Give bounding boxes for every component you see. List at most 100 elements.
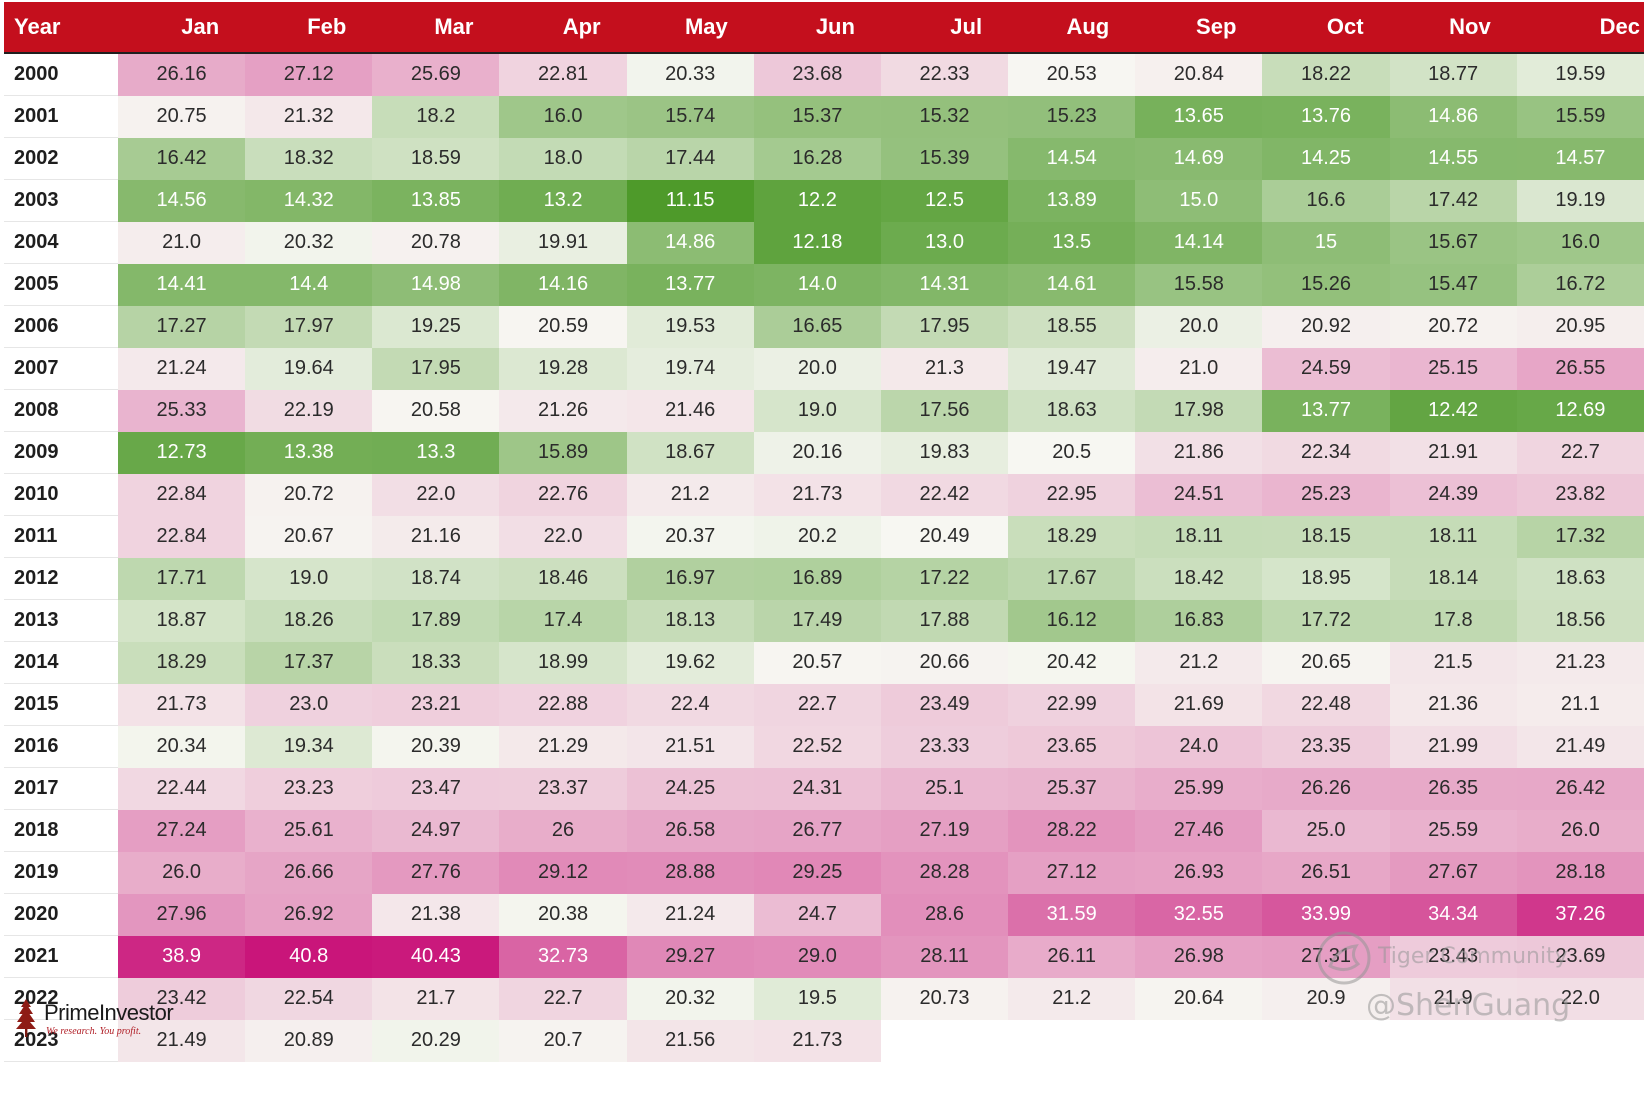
heatmap-cell: 23.68 bbox=[753, 53, 881, 96]
heatmap-cell: 20.0 bbox=[1135, 305, 1263, 348]
heatmap-cell: 21.2 bbox=[626, 473, 754, 516]
heatmap-cell: 26.11 bbox=[1008, 935, 1136, 978]
heatmap-cell: 17.95 bbox=[880, 305, 1009, 348]
heatmap-cell: 18.15 bbox=[1262, 515, 1390, 558]
heatmap-cell: 19.91 bbox=[499, 221, 627, 264]
column-header-nov: Nov bbox=[1389, 2, 1517, 54]
heatmap-cell: 21.1 bbox=[1516, 683, 1644, 726]
heatmap-cell: 16.97 bbox=[626, 557, 754, 600]
table-row: 2001 20.75 21.32 18.2 16.0 15.74 15.37 15.32 15.… bbox=[4, 95, 1644, 138]
year-label: 2005 bbox=[4, 263, 118, 306]
table-row: 2017 22.44 23.23 23.47 23.37 24.25 24.31 25.1 25… bbox=[4, 767, 1644, 810]
heatmap-cell: 21.32 bbox=[245, 95, 373, 138]
heatmap-cell: 16.12 bbox=[1008, 599, 1136, 642]
table-body: 2000 26.16 27.12 25.69 22.81 20.33 23.68 22.33 2… bbox=[4, 53, 1644, 1062]
heatmap-cell: 29.0 bbox=[753, 935, 881, 978]
heatmap-cell: 19.5 bbox=[753, 977, 881, 1020]
heatmap-cell: 25.1 bbox=[880, 767, 1009, 810]
heatmap-cell: 14.0 bbox=[753, 263, 881, 306]
heatmap-cell: 25.69 bbox=[372, 53, 500, 96]
heatmap-cell: 14.25 bbox=[1262, 137, 1390, 180]
heatmap-cell: 23.37 bbox=[499, 767, 627, 810]
heatmap-cell: 18.63 bbox=[1008, 389, 1136, 432]
year-label: 2008 bbox=[4, 389, 118, 432]
heatmap-cell: 21.0 bbox=[118, 221, 246, 264]
heatmap-cell: 18.14 bbox=[1389, 557, 1517, 600]
heatmap-cell: 23.23 bbox=[245, 767, 373, 810]
heatmap-cell: 20.34 bbox=[118, 725, 246, 768]
heatmap-cell: 21.46 bbox=[626, 389, 754, 432]
heatmap-cell: 26.42 bbox=[1516, 767, 1644, 810]
heatmap-cell: 20.53 bbox=[1008, 53, 1136, 96]
heatmap-cell: 22.54 bbox=[245, 977, 373, 1020]
heatmap-cell: 13.38 bbox=[245, 431, 373, 474]
table-row: 2016 20.34 19.34 20.39 21.29 21.51 22.52 23.33 2… bbox=[4, 725, 1644, 768]
column-header-jan: Jan bbox=[118, 2, 246, 54]
heatmap-cell: 21.73 bbox=[753, 473, 881, 516]
heatmap-cell: 19.59 bbox=[1516, 53, 1644, 96]
heatmap-cell: 16.0 bbox=[499, 95, 627, 138]
year-label: 2006 bbox=[4, 305, 118, 348]
heatmap-cell: 25.61 bbox=[245, 809, 373, 852]
heatmap-cell: 15.39 bbox=[880, 137, 1009, 180]
heatmap-cell: 17.42 bbox=[1389, 179, 1517, 222]
heatmap-cell: 18.55 bbox=[1008, 305, 1136, 348]
heatmap-cell: 20.9 bbox=[1262, 977, 1390, 1020]
heatmap-cell: 12.18 bbox=[753, 221, 881, 264]
heatmap-cell: 17.37 bbox=[245, 641, 373, 684]
heatmap-cell: 17.27 bbox=[118, 305, 246, 348]
heatmap-cell: 16.89 bbox=[753, 557, 881, 600]
heatmap-cell: 22.52 bbox=[753, 725, 881, 768]
table-row: 2019 26.0 26.66 27.76 29.12 28.88 29.25 28.28 27… bbox=[4, 851, 1644, 894]
heatmap-cell: 15.74 bbox=[626, 95, 754, 138]
heatmap-cell: 13.85 bbox=[372, 179, 500, 222]
table-row: 2021 38.9 40.8 40.43 32.73 29.27 29.0 28.11 26.1… bbox=[4, 935, 1644, 978]
heatmap-cell: 21.24 bbox=[118, 347, 246, 390]
heatmap-cell: 27.96 bbox=[118, 893, 246, 936]
heatmap-cell: 21.49 bbox=[1516, 725, 1644, 768]
heatmap-cell: 25.15 bbox=[1389, 347, 1517, 390]
heatmap-cell: 17.97 bbox=[245, 305, 373, 348]
heatmap-cell: 22.0 bbox=[1516, 977, 1644, 1020]
column-header-mar: Mar bbox=[372, 2, 500, 54]
heatmap-cell: 25.59 bbox=[1389, 809, 1517, 852]
heatmap-cell: 14.57 bbox=[1516, 137, 1644, 180]
heatmap-cell: 14.16 bbox=[499, 263, 627, 306]
heatmap-cell: 27.76 bbox=[372, 851, 500, 894]
heatmap-cell: 21.29 bbox=[499, 725, 627, 768]
heatmap-cell: 20.75 bbox=[118, 95, 246, 138]
heatmap-cell: 18.59 bbox=[372, 137, 500, 180]
heatmap-cell: 15.32 bbox=[880, 95, 1009, 138]
heatmap-cell: 21.7 bbox=[372, 977, 500, 1020]
heatmap-cell: 16.65 bbox=[753, 305, 881, 348]
heatmap-cell: 19.83 bbox=[880, 431, 1009, 474]
year-label: 2004 bbox=[4, 221, 118, 264]
column-header-sep: Sep bbox=[1135, 2, 1263, 54]
heatmap-cell: 21.73 bbox=[753, 1019, 881, 1062]
heatmap-cell: 21.91 bbox=[1389, 431, 1517, 474]
heatmap-cell: 20.64 bbox=[1135, 977, 1263, 1020]
heatmap-cell: 21.9 bbox=[1389, 977, 1517, 1020]
heatmap-cell: 20.2 bbox=[753, 515, 881, 558]
column-header-may: May bbox=[626, 2, 754, 54]
heatmap-cell: 19.19 bbox=[1516, 179, 1644, 222]
heatmap-cell: 22.84 bbox=[118, 473, 246, 516]
heatmap-cell: 21.0 bbox=[1135, 347, 1263, 390]
heatmap-cell: 13.77 bbox=[626, 263, 754, 306]
heatmap-cell: 14.56 bbox=[118, 179, 246, 222]
heatmap-cell: 19.34 bbox=[245, 725, 373, 768]
heatmap-cell: 20.84 bbox=[1135, 53, 1263, 96]
table-row: 2005 14.41 14.4 14.98 14.16 13.77 14.0 14.31 14.… bbox=[4, 263, 1644, 306]
heatmap-cell: 26.98 bbox=[1135, 935, 1263, 978]
year-label: 2015 bbox=[4, 683, 118, 726]
heatmap-cell: 17.88 bbox=[880, 599, 1009, 642]
year-label: 2020 bbox=[4, 893, 118, 936]
heatmap-cell: 13.65 bbox=[1135, 95, 1263, 138]
empty-cell bbox=[1008, 1020, 1135, 1062]
heatmap-cell: 29.12 bbox=[499, 851, 627, 894]
column-header-aug: Aug bbox=[1008, 2, 1136, 54]
heatmap-cell: 18.77 bbox=[1389, 53, 1517, 96]
heatmap-cell: 16.42 bbox=[118, 137, 246, 180]
heatmap-cell: 22.0 bbox=[499, 515, 627, 558]
heatmap-cell: 13.76 bbox=[1262, 95, 1390, 138]
